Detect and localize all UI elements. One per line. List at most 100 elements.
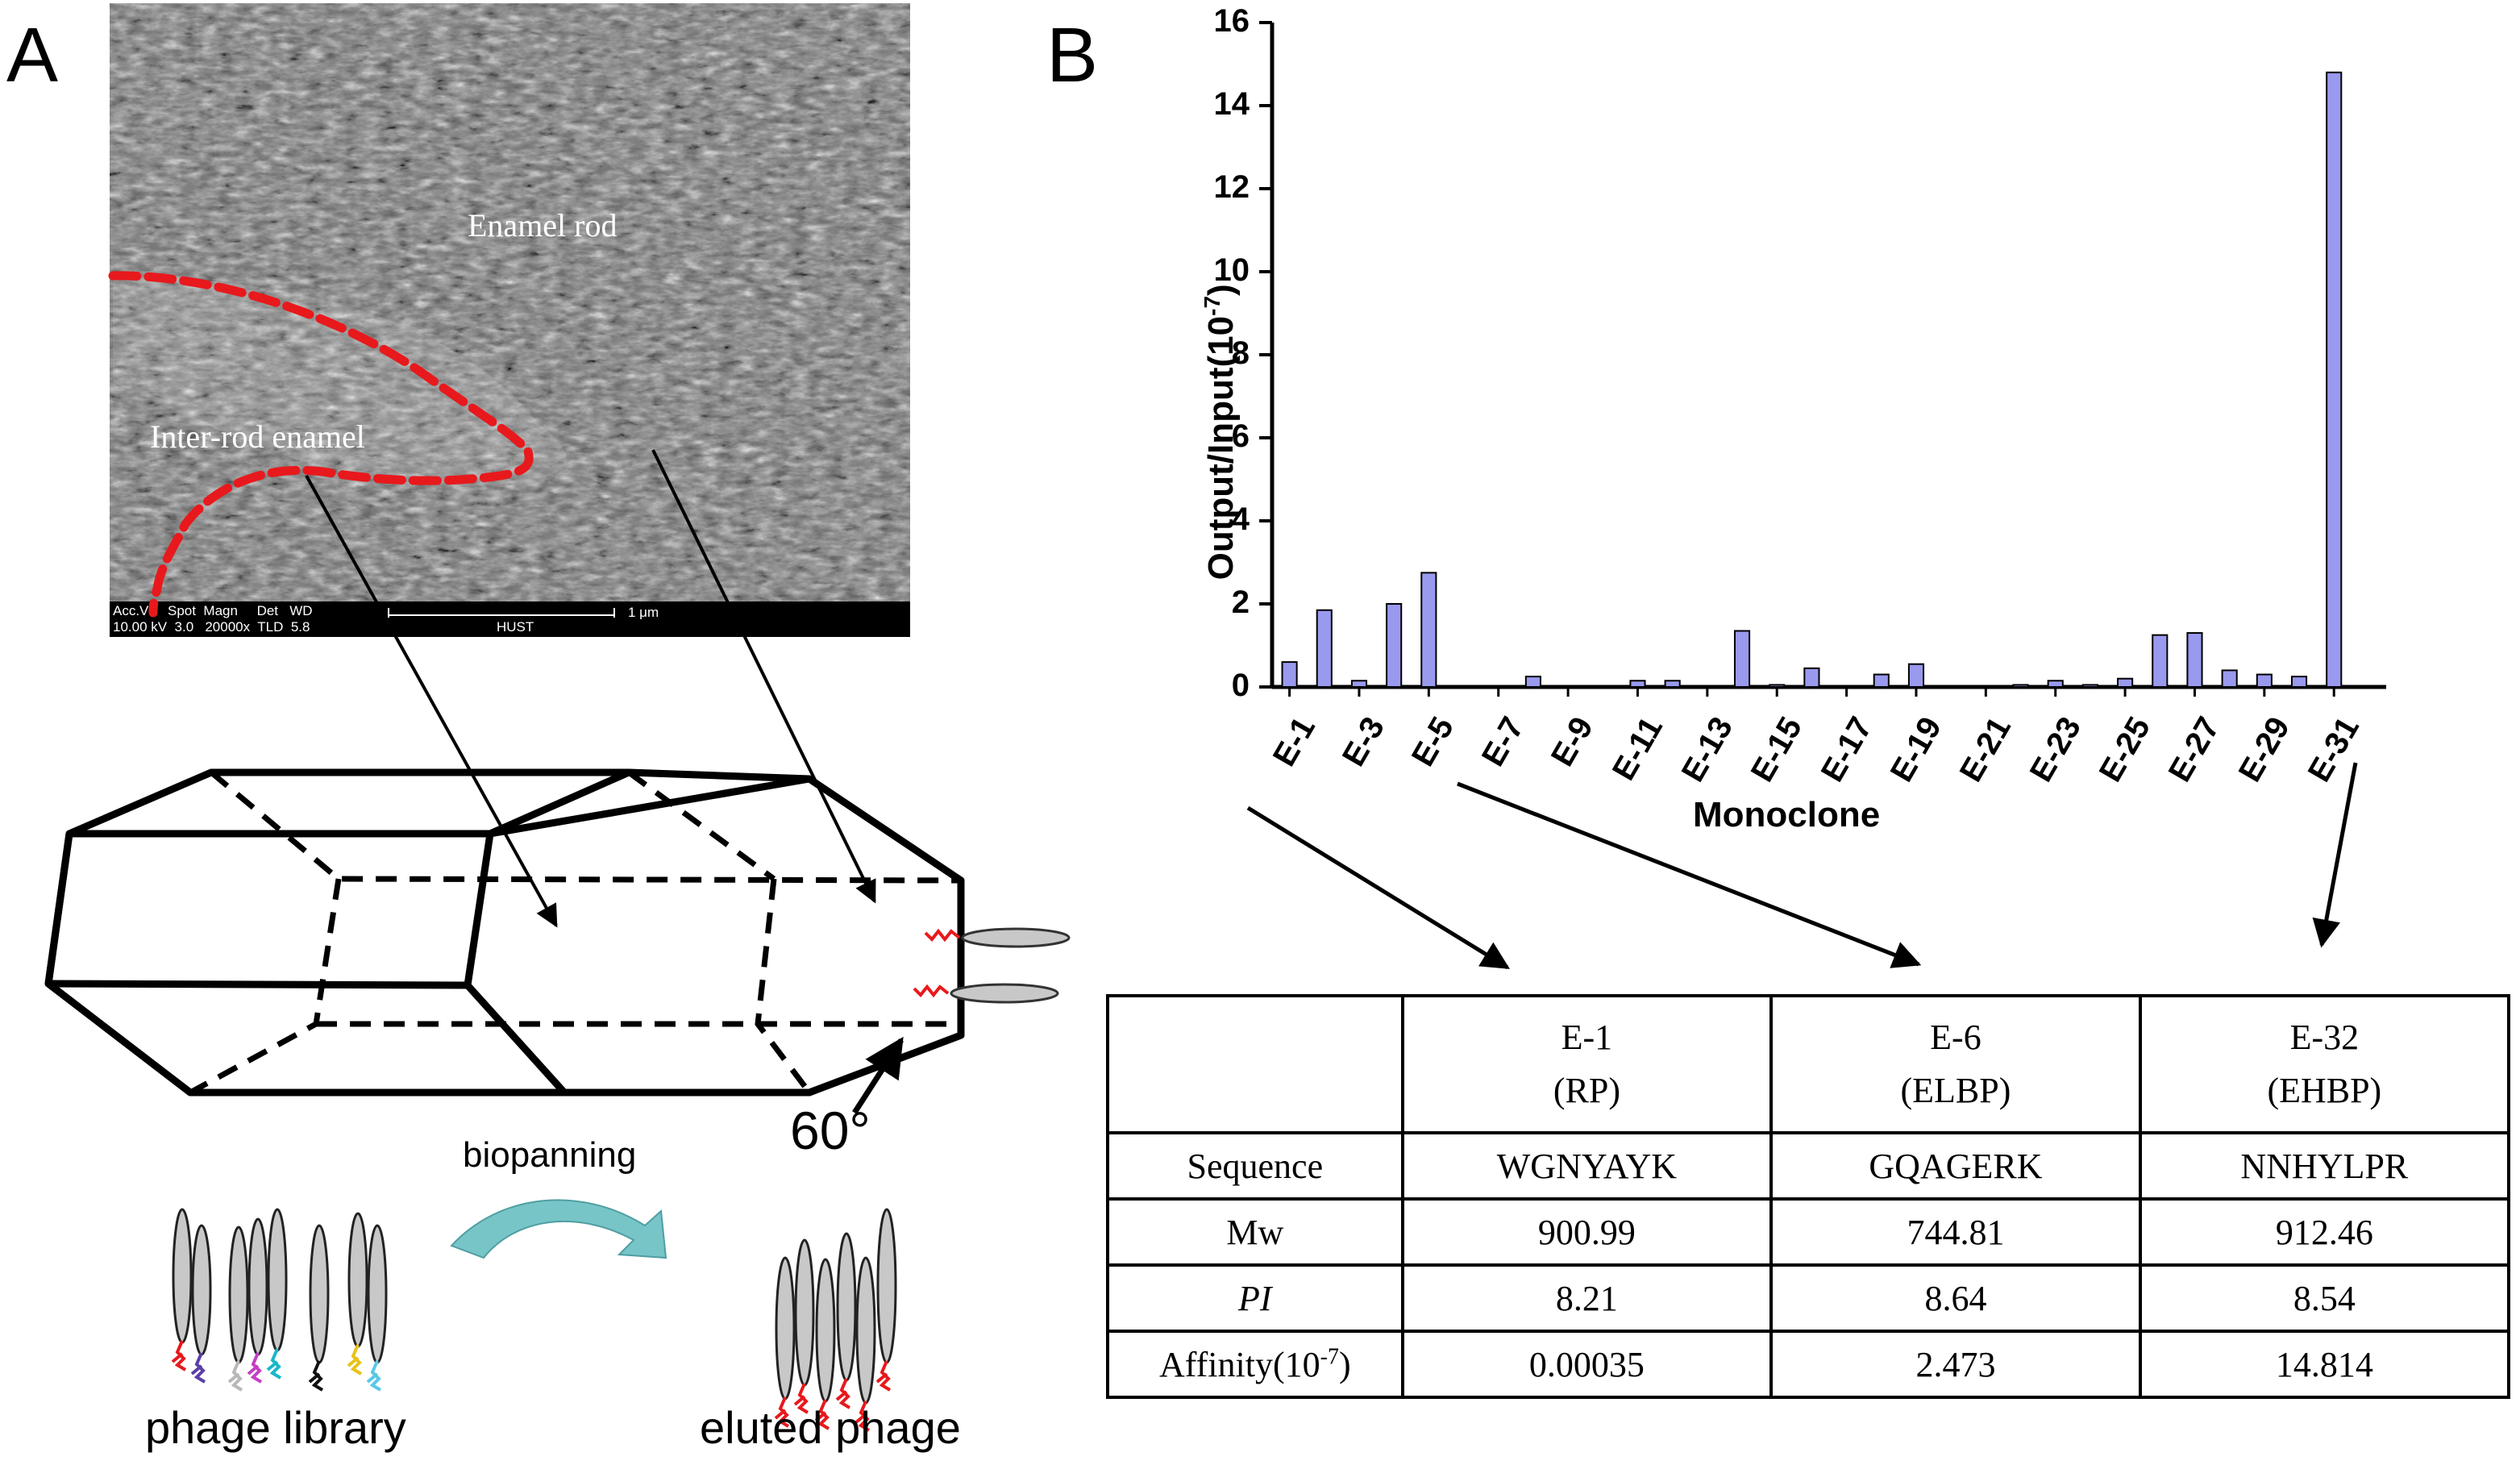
bar-E-2 [1316,609,1333,688]
row-label: Mw [1106,1197,1404,1267]
sem-pointer-arrows [305,449,876,928]
inter-rod-enamel-label: Inter-rod enamel [150,418,365,455]
bar-E-29 [2256,673,2273,688]
eluted-phage-label: eluted phage [700,1402,961,1453]
angle-label: 60° [790,1101,871,1160]
chart-pointer-arrows [1246,762,2358,970]
panel-b-letter: B [1046,12,1099,98]
sem-info-row2: 10.00 kV 3.0 20000x TLD 5.8 [113,619,310,635]
bar-E-23 [2047,680,2064,689]
y-tick-label: 2 [1231,585,1250,620]
scale-bar-label: 1 μm [628,605,659,620]
row-label: Sequence [1106,1131,1404,1201]
chart-xlabel: Monoclone [1693,795,1881,834]
table-cell: 8.21 [1400,1263,1774,1333]
chart-ylabel-exponent: -7 [1200,295,1225,316]
bar-E-11 [1629,680,1646,689]
y-tick-label: 10 [1213,252,1250,288]
phage [190,1224,212,1384]
row-label-text: Affinity(10 [1159,1344,1320,1384]
col-name: E-1 [1561,1018,1613,1057]
sem-texture [110,3,910,637]
sem-info-bar: Acc.V Spot Magn Det WD 10.00 kV 3.0 2000… [110,601,910,637]
phage [814,1258,836,1430]
bar-E-14 [1733,630,1751,688]
bar-E-1 [1281,661,1298,688]
y-tick-label: 4 [1231,502,1250,537]
table-cell: 912.46 [2138,1197,2511,1267]
phage [171,1208,193,1371]
biopanning-arrow [450,1199,667,1259]
phage [875,1208,897,1392]
phage [366,1224,388,1392]
bar-E-16 [1803,667,1820,689]
table-cell: 8.54 [2138,1263,2511,1333]
angle-arrow [852,1036,904,1114]
bar-E-27 [2186,632,2203,688]
table-row: Sequence WGNYAYK GQAGERK NNHYLPR [1106,1131,2511,1201]
col-abbr: (ELBP) [1900,1071,2011,1110]
bar-E-30 [2290,676,2308,688]
table-cell: 8.64 [1769,1263,2142,1333]
phage [835,1232,857,1409]
scale-bar [388,614,615,616]
col-abbr: (RP) [1553,1071,1620,1110]
sem-info-row1: Acc.V Spot Magn Det WD [113,603,313,618]
phage [347,1212,368,1376]
bar-E-24 [2081,684,2098,688]
row-label: Affinity(10-7) [1106,1330,1404,1399]
table-cell: WGNYAYK [1400,1131,1774,1201]
y-tick-label: 12 [1213,169,1250,205]
phage-library [171,1208,388,1392]
bar-E-3 [1350,680,1368,689]
table-header-row: E-1 (RP) E-6 (ELBP) E-32 (EHBP) [1106,994,2511,1134]
col-name: E-6 [1930,1018,1981,1057]
table-cell: 900.99 [1400,1197,1774,1267]
row-label-close: ) [1338,1344,1351,1384]
prism-hidden-edges [189,770,962,1096]
bar-chart [1259,21,2386,697]
scale-bar-tick-right [613,608,615,618]
row-label: PI [1106,1263,1404,1333]
bar-E-15 [1769,684,1786,688]
table-cell: 14.814 [2138,1330,2511,1399]
sem-org-label: HUST [497,619,534,635]
bar-E-22 [2012,684,2029,688]
table-cell: GQAGERK [1769,1131,2142,1201]
biopanning-label: biopanning [463,1135,637,1175]
peptide-table: E-1 (RP) E-6 (ELBP) E-32 (EHBP) Sequence WG… [1106,994,2511,1399]
bar-E-26 [2152,634,2169,688]
enamel-rod-label: Enamel rod [468,207,618,243]
col-abbr: (EHBP) [2267,1071,2382,1110]
y-tick-label: 6 [1231,418,1250,454]
row-label-exponent: -7 [1320,1343,1339,1369]
phage [247,1217,268,1384]
inter-rod-boundary [108,271,534,618]
table-corner [1106,994,1404,1134]
table-cell: 0.00035 [1400,1330,1774,1399]
bar-E-19 [1907,663,1925,688]
bar-E-28 [2221,669,2238,689]
phage [266,1208,288,1380]
bar-E-31 [2326,71,2343,689]
phage [793,1238,815,1414]
phage [308,1224,330,1392]
bar-E-5 [1420,572,1437,688]
phage [855,1256,876,1432]
table-cell: 2.473 [1769,1330,2142,1399]
eluted-phage [774,1208,897,1432]
table-header-e6: E-6 (ELBP) [1769,994,2142,1134]
table-row: Mw 900.99 744.81 912.46 [1106,1197,2511,1267]
y-tick-label: 8 [1231,335,1250,371]
phage [227,1226,249,1392]
bar-E-25 [2117,677,2134,689]
sem-micrograph: Enamel rod Inter-rod enamel Acc.V Spot M… [110,3,910,637]
y-tick-label: 14 [1213,86,1250,122]
bar-E-18 [1873,673,1890,688]
table-row: Affinity(10-7) 0.00035 2.473 14.814 [1106,1330,2511,1399]
y-tick-label: 0 [1231,668,1250,703]
table-row: PI 8.21 8.64 8.54 [1106,1263,2511,1333]
bar-E-8 [1524,676,1541,688]
col-name: E-32 [2289,1018,2360,1057]
